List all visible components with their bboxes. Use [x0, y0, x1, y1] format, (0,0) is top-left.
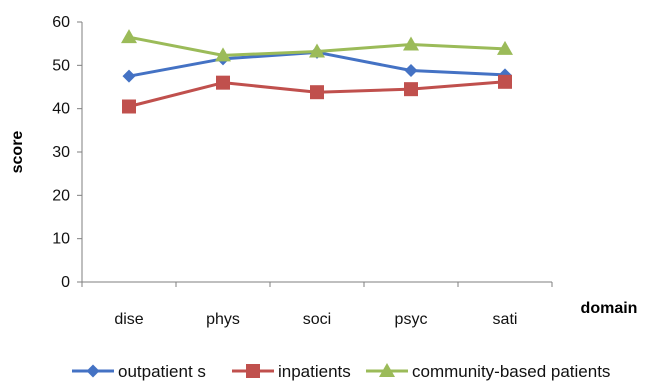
x-tick-label: soci [303, 311, 331, 328]
y-tick-label: 50 [52, 57, 70, 74]
data-point-triangle [309, 43, 325, 58]
y-axis-title: score [9, 131, 26, 174]
legend-item: community-based patients [366, 362, 610, 381]
y-tick-label: 20 [52, 187, 70, 204]
series-2 [122, 74, 512, 114]
legend: outpatient s inpatients community-based pa… [72, 362, 610, 381]
legend-marker-diamond [86, 364, 100, 378]
x-tick-label: dise [114, 311, 143, 328]
data-point-triangle [215, 47, 231, 62]
y-tick-label: 10 [52, 231, 70, 248]
data-point-triangle [497, 40, 513, 55]
data-point-square [404, 82, 418, 97]
x-tick-label: psyc [395, 311, 428, 328]
legend-label: community-based patients [412, 362, 610, 381]
legend-label: outpatient s [118, 362, 206, 381]
legend-marker-triangle [379, 363, 395, 377]
data-point-square [122, 99, 136, 114]
x-ticks: dise phys soci psyc sati [81, 282, 553, 328]
legend-item: inpatients [232, 362, 351, 381]
axes [81, 22, 552, 283]
y-ticks: 0 10 20 30 40 50 60 [52, 14, 82, 291]
data-point-diamond [122, 69, 136, 83]
x-tick-label: phys [206, 311, 240, 328]
y-tick-label: 40 [52, 101, 70, 118]
data-point-square [310, 85, 324, 100]
data-point-square [216, 75, 230, 90]
data-point-triangle [121, 29, 137, 44]
series-layer [121, 29, 513, 114]
x-axis-title: domain [581, 300, 638, 317]
x-tick-label: sati [493, 311, 518, 328]
data-point-square [498, 74, 512, 89]
series-3 [121, 29, 513, 62]
y-tick-label: 60 [52, 14, 70, 31]
legend-marker-square [246, 364, 260, 378]
legend-label: inpatients [278, 362, 351, 381]
data-point-diamond [404, 64, 418, 78]
legend-item: outpatient s [72, 362, 206, 381]
y-tick-label: 30 [52, 144, 70, 161]
data-point-triangle [403, 36, 419, 51]
y-tick-label: 0 [61, 274, 70, 291]
